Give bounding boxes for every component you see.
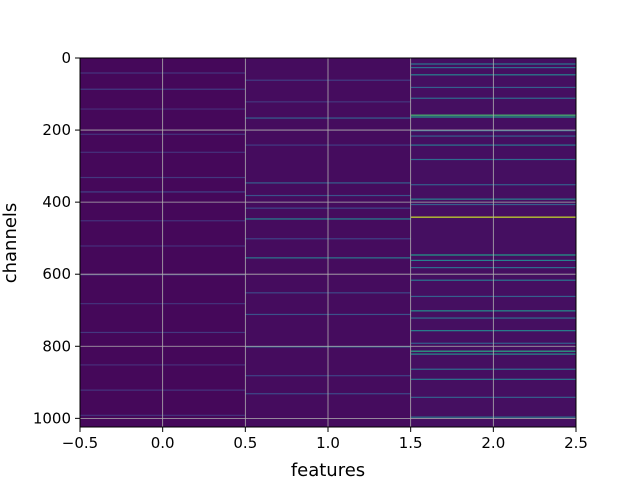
y-tick-label: 600 [42,265,71,283]
y-tick-label: 800 [42,337,71,355]
y-tick-label: 0 [61,49,71,67]
x-tick-label: 1.0 [316,434,340,452]
y-tick-label: 200 [42,121,71,139]
x-tick-label: 0.5 [233,434,257,452]
y-axis: 0 200 400 600 800 1000 [33,49,80,427]
x-tick-label: 2.0 [481,434,505,452]
x-tick-label: 1.5 [399,434,423,452]
y-axis-title: channels [0,203,21,284]
x-tick-label: −0.5 [62,434,98,452]
x-axis-title: features [291,460,365,480]
x-tick-label: 0.0 [151,434,175,452]
y-tick-label: 400 [42,193,71,211]
x-axis: −0.5 0.0 0.5 1.0 1.5 2.0 2.5 [62,427,588,452]
y-tick-label: 1000 [33,409,71,427]
x-tick-label: 2.5 [564,434,588,452]
